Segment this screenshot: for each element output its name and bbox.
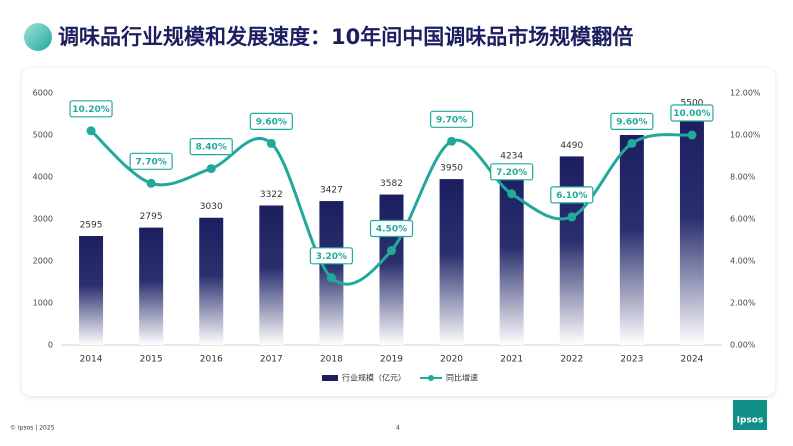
bar (679, 114, 704, 345)
bar-value-label: 2795 (140, 212, 163, 222)
bar (139, 227, 164, 345)
bar (559, 156, 584, 345)
y2-tick-label: 4.00% (730, 257, 756, 266)
value-label-box (69, 100, 113, 118)
growth-value-label: 7.70% (136, 157, 167, 167)
x-tick-label: 2019 (380, 355, 403, 365)
y-tick-label: 3000 (33, 215, 53, 224)
bar (619, 135, 644, 345)
y2-tick-label: 2.00% (730, 299, 756, 308)
chart-title: 调味品行业规模和发展速度：10年间中国调味品市场规模翻倍 (58, 25, 633, 49)
growth-value-label: 4.50% (376, 225, 407, 235)
x-tick-label: 2022 (560, 355, 583, 365)
growth-value-label: 9.60% (256, 117, 287, 127)
y-tick-label: 4000 (33, 173, 53, 182)
y2-tick-label: 12.00% (730, 89, 761, 98)
value-label-box (129, 152, 173, 170)
x-tick-label: 2024 (681, 355, 704, 365)
bar (439, 179, 464, 345)
y2-tick-label: 6.00% (730, 215, 756, 224)
plot: 0 1000 2000 3000 4000 5000 6000 0.00% 2.00% 4.00%… (33, 89, 761, 383)
y2-tick-label: 8.00% (730, 173, 756, 182)
growth-point (627, 138, 637, 148)
growth-point (146, 178, 156, 188)
bar-value-label: 3950 (440, 164, 463, 174)
growth-point (266, 138, 276, 148)
logo: Ipsos (737, 416, 764, 426)
x-tick-label: 2016 (200, 355, 223, 365)
growth-point (567, 212, 577, 222)
bar (199, 217, 224, 345)
y2-tick-label: 10.00% (730, 131, 761, 140)
y-tick-label: 0 (48, 341, 53, 350)
legend-swatch (322, 375, 338, 381)
growth-point (86, 126, 96, 136)
bar-value-label: 3427 (320, 186, 343, 196)
x-tick-label: 2018 (320, 355, 343, 365)
legend-label: 行业规模（亿元） (342, 373, 406, 383)
bar-value-label: 4490 (560, 141, 583, 151)
x-tick-label: 2021 (500, 355, 523, 365)
page-number: 4 (396, 425, 400, 432)
growth-point (326, 273, 336, 283)
growth-value-label: 8.40% (196, 143, 227, 153)
legend-swatch-dot (428, 375, 434, 381)
growth-value-label: 3.20% (316, 252, 347, 262)
bar-value-label: 3030 (200, 202, 223, 212)
value-label-box (189, 138, 233, 156)
legend-label: 同比增速 (446, 373, 478, 383)
bar-value-label: 3322 (260, 190, 283, 200)
growth-value-label: 7.20% (496, 168, 527, 178)
y-tick-label: 1000 (33, 299, 53, 308)
value-label-box (429, 110, 474, 128)
value-label-box (550, 186, 594, 204)
bar (319, 201, 344, 345)
bar-value-label: 2595 (80, 221, 103, 231)
y-tick-label: 6000 (33, 89, 53, 98)
growth-value-label: 10.20% (72, 105, 110, 115)
bar (379, 194, 404, 345)
value-label-box (490, 163, 534, 181)
y-tick-label: 2000 (33, 257, 53, 266)
growth-value-label: 10.00% (673, 109, 711, 119)
bar (259, 205, 284, 345)
growth-value-label: 9.70% (436, 115, 467, 125)
y-tick-label: 5000 (33, 131, 53, 140)
growth-point (447, 136, 457, 146)
logo-box (733, 400, 767, 430)
bar-value-label: 4234 (500, 152, 523, 162)
x-tick-label: 2020 (440, 355, 463, 365)
value-label-box (309, 247, 354, 265)
y2-tick-label: 0.00% (730, 341, 756, 350)
title-icon (24, 23, 52, 51)
growth-point (687, 130, 697, 140)
bar (79, 236, 104, 345)
value-label-box (610, 112, 654, 131)
growth-value-label: 9.60% (616, 117, 647, 127)
copyright: © Ipsos | 2025 (10, 425, 55, 432)
growth-point (387, 246, 396, 255)
value-label-box (670, 104, 714, 122)
bar-value-label: 5500 (681, 99, 704, 109)
bar-value-label: 3582 (380, 179, 403, 189)
value-label-box (249, 112, 293, 131)
x-tick-label: 2017 (260, 355, 283, 365)
x-tick-label: 2014 (80, 355, 103, 365)
x-tick-label: 2015 (140, 355, 163, 365)
value-label-box (369, 219, 414, 238)
growth-point (206, 164, 216, 174)
x-tick-label: 2023 (620, 355, 643, 365)
growth-point (507, 189, 517, 199)
growth-value-label: 6.10% (556, 191, 587, 201)
